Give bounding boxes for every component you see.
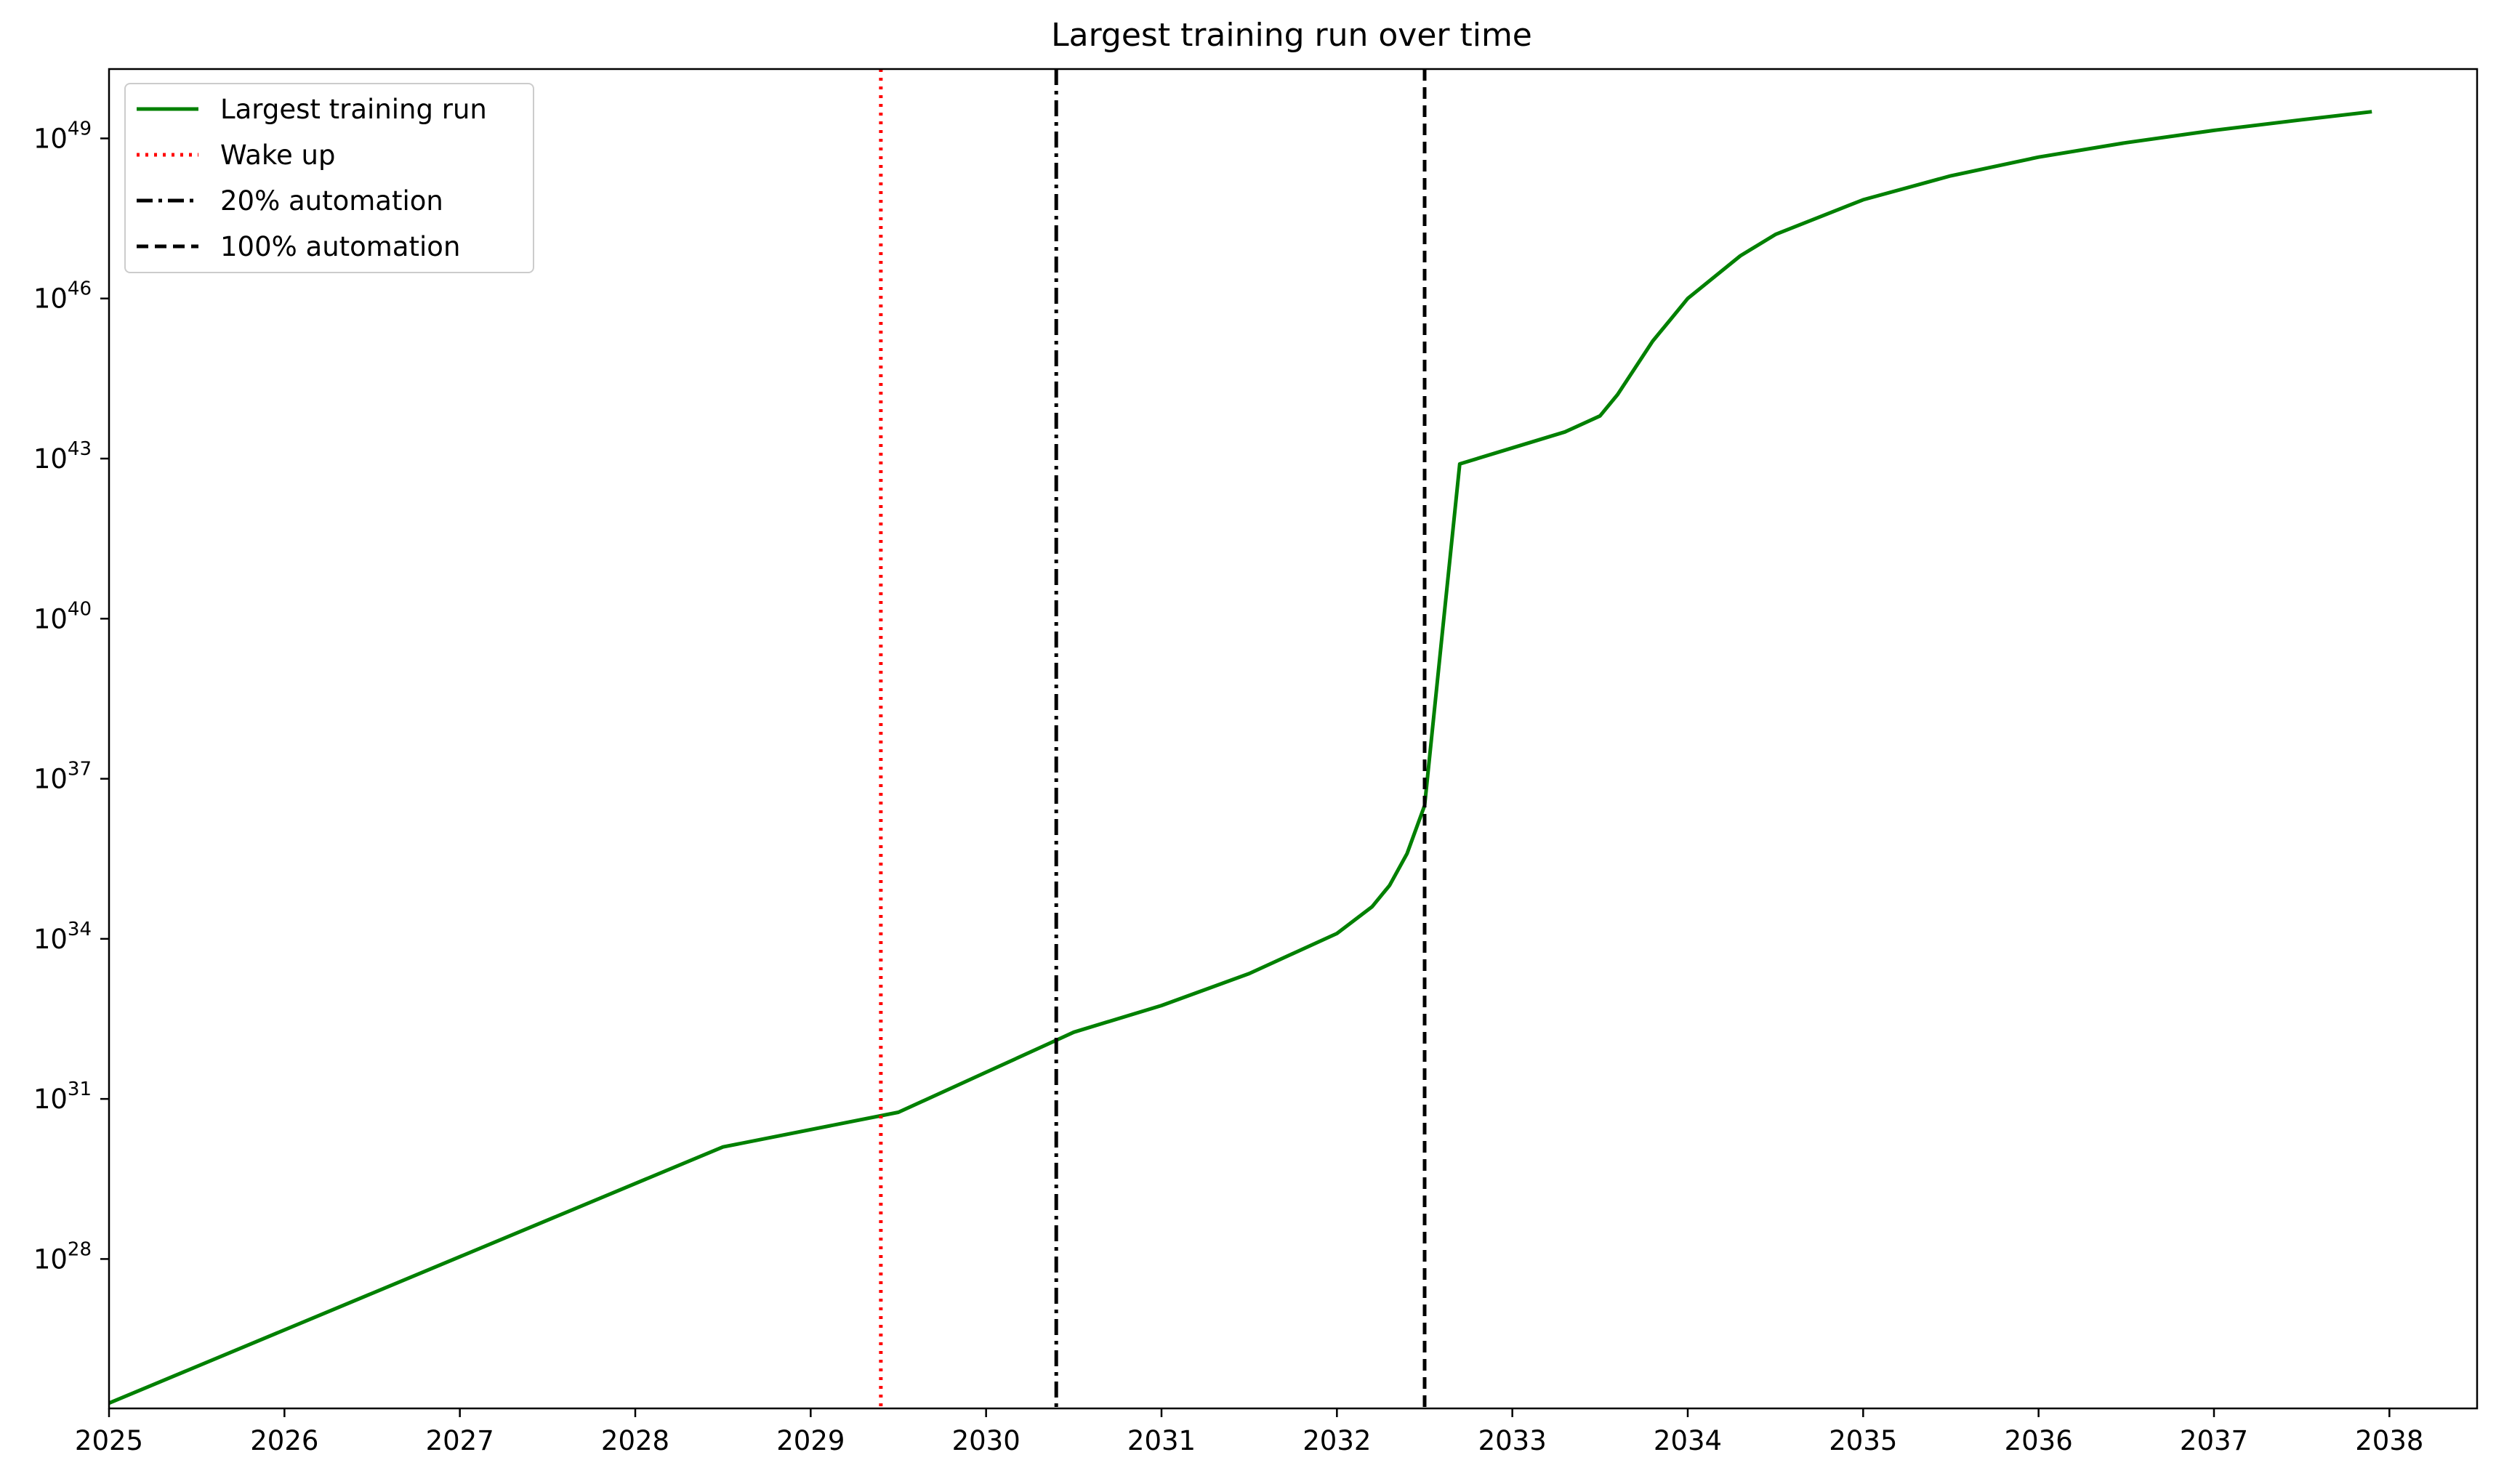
y-tick-base: 10 — [33, 924, 68, 955]
y-tick-label: 1040 — [33, 598, 92, 634]
x-tick-label: 2038 — [2355, 1425, 2423, 1456]
y-tick-label: 1037 — [33, 759, 92, 795]
legend-box — [124, 83, 534, 273]
y-tick-base: 10 — [33, 123, 68, 154]
y-tick-base: 10 — [33, 283, 68, 315]
x-tick-label: 2037 — [2180, 1425, 2248, 1456]
chart-title: Largest training run over time — [1051, 17, 1532, 54]
legend: Largest training run Wake up 20% automatio… — [124, 83, 534, 273]
y-tick-label: 1028 — [33, 1238, 92, 1275]
x-tick-label: 2032 — [1303, 1425, 1371, 1456]
x-tick-label: 2025 — [75, 1425, 143, 1456]
plot-area — [108, 68, 2479, 1410]
x-tick-label: 2030 — [952, 1425, 1020, 1456]
legend-label: Largest training run — [220, 94, 487, 125]
y-tick-exponent: 37 — [68, 759, 92, 781]
y-tick-label: 1043 — [33, 438, 92, 475]
y-tick-base: 10 — [33, 443, 68, 475]
y-tick-base: 10 — [33, 603, 68, 634]
y-tick-exponent: 43 — [68, 438, 92, 460]
y-tick-base: 10 — [33, 1084, 68, 1115]
y-tick-exponent: 31 — [68, 1078, 92, 1100]
series-line-largest-training-run — [108, 110, 2372, 1406]
x-tick-label: 2031 — [1127, 1425, 1196, 1456]
x-tick-label: 2033 — [1478, 1425, 1547, 1456]
x-tick-label: 2035 — [1829, 1425, 1897, 1456]
y-tick-label: 1034 — [33, 919, 92, 955]
y-tick-label: 1049 — [33, 118, 92, 154]
y-tick-exponent: 28 — [68, 1238, 92, 1260]
y-tick-exponent: 49 — [68, 118, 92, 140]
legend-label: 100% automation — [220, 231, 460, 262]
x-tick-label: 2029 — [776, 1425, 845, 1456]
y-tick-label: 1046 — [33, 278, 92, 315]
legend-label: Wake up — [220, 140, 335, 171]
x-tick-label: 2027 — [426, 1425, 494, 1456]
x-tick-label: 2026 — [250, 1425, 318, 1456]
y-tick-base: 10 — [33, 1243, 68, 1275]
y-tick-exponent: 34 — [68, 919, 92, 940]
legend-label: 20% automation — [220, 185, 443, 217]
y-tick-label: 1031 — [33, 1078, 92, 1115]
y-tick-base: 10 — [33, 764, 68, 795]
x-tick-label: 2034 — [1654, 1425, 1722, 1456]
plot-frame — [108, 68, 2479, 1410]
y-tick-exponent: 46 — [68, 278, 92, 300]
x-tick-label: 2036 — [2005, 1425, 2073, 1456]
x-axis: 2025 2026 2027 2028 2029 2030 2031 2032 2033 2034… — [75, 1408, 2423, 1456]
x-tick-label: 2028 — [601, 1425, 669, 1456]
y-tick-exponent: 40 — [68, 598, 92, 620]
